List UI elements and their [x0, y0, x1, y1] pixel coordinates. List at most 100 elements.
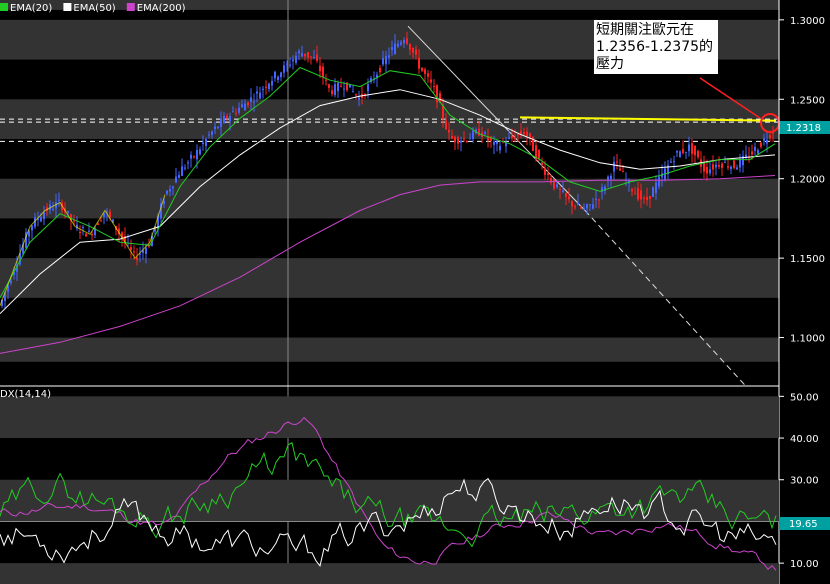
- candle-body: [760, 142, 762, 147]
- candle-body: [619, 168, 621, 171]
- dmi-last-label: 19.65: [789, 519, 818, 530]
- candle-body: [544, 168, 546, 176]
- candle-body: [337, 82, 339, 92]
- candle-body: [592, 204, 594, 209]
- candle-body: [172, 186, 174, 189]
- dmi-band: [0, 479, 779, 522]
- candle-body: [187, 162, 189, 164]
- candle-body: [136, 257, 138, 261]
- candle-body: [139, 253, 141, 255]
- candle-body: [394, 43, 396, 54]
- candle-body: [82, 227, 84, 229]
- candle-body: [388, 55, 390, 58]
- ema-lines: [0, 66, 776, 354]
- candle-body: [523, 132, 525, 134]
- candle-body: [751, 151, 753, 155]
- candle-body: [757, 150, 759, 154]
- candle-body: [160, 203, 162, 219]
- legend-swatch: [126, 3, 135, 11]
- candle-body: [754, 147, 756, 151]
- candle-body: [487, 136, 489, 141]
- dmi-tick-label: 40.00: [790, 434, 819, 445]
- dmi-tick-label: 50.00: [790, 392, 819, 403]
- candle-body: [370, 78, 372, 83]
- candle-body: [406, 38, 408, 44]
- candle-body: [184, 167, 186, 169]
- dmi-label: DX(14,14): [0, 389, 51, 400]
- price-tick-label: 1.2000: [790, 175, 825, 186]
- candle-body: [235, 112, 237, 114]
- candle-body: [40, 217, 42, 222]
- candle-body: [340, 85, 342, 87]
- candle-body: [670, 161, 672, 163]
- dmi-y-axis: 50.00 40.00 30.00 10.00: [779, 392, 819, 570]
- candle-body: [493, 141, 495, 145]
- candle-body: [301, 53, 303, 57]
- candle-body: [511, 136, 513, 138]
- candle-body: [763, 138, 765, 141]
- candle-body: [298, 50, 300, 54]
- candle-body: [466, 140, 468, 142]
- candle-body: [79, 231, 81, 233]
- candle-body: [691, 143, 693, 154]
- candle-body: [28, 230, 30, 237]
- candle-body: [547, 173, 549, 176]
- candle-body: [244, 103, 246, 111]
- candle-body: [376, 74, 378, 79]
- candle-body: [217, 126, 219, 128]
- candle-body: [22, 244, 24, 254]
- candle-body: [325, 79, 327, 81]
- candle-body: [169, 189, 171, 192]
- legend-swatch: [0, 3, 8, 11]
- candle-body: [478, 128, 480, 136]
- candle-body: [91, 233, 93, 236]
- candle-body: [178, 174, 180, 179]
- candle-body: [676, 150, 678, 153]
- candle-body: [199, 149, 201, 155]
- candle-body: [277, 76, 279, 80]
- plus-di-line: [0, 442, 777, 548]
- candle-body: [25, 232, 27, 249]
- candle-body: [565, 193, 567, 197]
- candle-body: [265, 86, 267, 88]
- candle-body: [442, 104, 444, 119]
- candle-body: [586, 204, 588, 209]
- candle-body: [367, 84, 369, 92]
- candle-body: [643, 197, 645, 199]
- candle-body: [58, 199, 60, 201]
- candle-body: [142, 250, 144, 253]
- adx-line: [0, 416, 777, 571]
- resistance-lines: [0, 116, 779, 142]
- candle-body: [457, 137, 459, 144]
- price-band: [0, 258, 779, 298]
- candle-body: [70, 214, 72, 221]
- candle-body: [310, 56, 312, 58]
- candle-body: [295, 55, 297, 63]
- candle-body: [229, 116, 231, 122]
- price-y-axis: 1.3000 1.2500 1.2000 1.1500 1.1000: [779, 16, 825, 345]
- candle-body: [343, 88, 345, 90]
- annotation-line-3: 壓力: [596, 56, 624, 72]
- price-background-bands: [0, 0, 779, 362]
- candle-body: [622, 171, 624, 173]
- candle-body: [130, 247, 132, 250]
- candle-body: [499, 145, 501, 151]
- candle-body: [250, 97, 252, 102]
- candle-body: [652, 187, 654, 198]
- candle-body: [262, 88, 264, 90]
- candle-body: [739, 158, 741, 168]
- resistance-line-yellow: [519, 116, 777, 122]
- candle-body: [259, 92, 261, 99]
- candle-body: [121, 232, 123, 239]
- candle-body: [313, 57, 315, 59]
- candle-body: [16, 265, 18, 272]
- candle-body: [289, 64, 291, 66]
- legend-label: EMA(50): [73, 3, 115, 14]
- candle-body: [211, 131, 213, 136]
- candle-body: [409, 44, 411, 50]
- dmi-band: [0, 563, 779, 584]
- legend-swatch: [63, 3, 72, 11]
- candle-body: [94, 227, 96, 236]
- candle-body: [328, 84, 330, 88]
